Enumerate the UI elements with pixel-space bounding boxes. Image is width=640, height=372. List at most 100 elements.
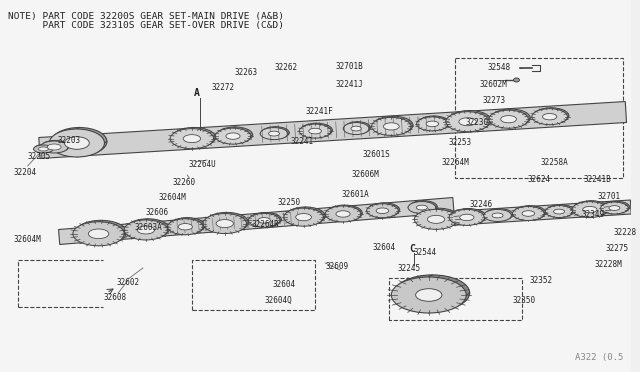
Text: 32701: 32701: [597, 192, 620, 201]
Ellipse shape: [170, 218, 205, 234]
Text: 32250: 32250: [278, 198, 301, 207]
Text: 32241: 32241: [291, 137, 314, 146]
Ellipse shape: [522, 211, 534, 216]
Ellipse shape: [124, 220, 168, 240]
Text: 32203: 32203: [57, 136, 80, 145]
Ellipse shape: [449, 209, 484, 225]
Text: 32609: 32609: [325, 262, 348, 271]
Text: C: C: [409, 244, 415, 254]
Ellipse shape: [451, 208, 486, 224]
Ellipse shape: [532, 109, 568, 125]
Text: A: A: [194, 88, 200, 98]
Ellipse shape: [35, 144, 54, 153]
Text: 32604M: 32604M: [159, 193, 186, 202]
Polygon shape: [426, 200, 631, 227]
Ellipse shape: [286, 207, 325, 225]
Ellipse shape: [513, 206, 544, 221]
Text: 32245: 32245: [397, 264, 420, 273]
Ellipse shape: [258, 218, 271, 223]
Text: 32604: 32604: [272, 280, 295, 289]
Text: 32230: 32230: [465, 118, 488, 127]
Text: 32253: 32253: [449, 138, 472, 147]
Ellipse shape: [52, 128, 107, 155]
Ellipse shape: [47, 144, 61, 150]
Text: 32241J: 32241J: [335, 80, 363, 89]
Text: 32272: 32272: [212, 83, 235, 92]
Ellipse shape: [376, 208, 388, 214]
Ellipse shape: [216, 219, 234, 228]
Text: 32204: 32204: [14, 168, 37, 177]
Text: 32263: 32263: [235, 68, 258, 77]
Text: 32228M: 32228M: [595, 260, 622, 269]
Text: 32604: 32604: [372, 243, 396, 252]
Ellipse shape: [40, 141, 68, 153]
Ellipse shape: [491, 109, 531, 127]
Ellipse shape: [126, 219, 170, 239]
Ellipse shape: [284, 208, 323, 226]
Ellipse shape: [260, 128, 288, 140]
Text: 32262: 32262: [274, 63, 297, 72]
Ellipse shape: [573, 201, 609, 217]
Text: 32264M: 32264M: [442, 158, 469, 167]
Ellipse shape: [49, 129, 104, 157]
Ellipse shape: [170, 129, 214, 149]
Text: 32260: 32260: [173, 178, 196, 187]
Text: 32601S: 32601S: [363, 150, 390, 159]
Ellipse shape: [336, 211, 350, 217]
Text: 32228: 32228: [613, 228, 636, 237]
Text: 32275: 32275: [605, 244, 628, 253]
Ellipse shape: [500, 116, 516, 123]
Ellipse shape: [485, 209, 513, 221]
Ellipse shape: [418, 116, 450, 130]
Text: 32604M: 32604M: [14, 235, 42, 244]
Ellipse shape: [343, 122, 369, 135]
Text: 32544: 32544: [414, 248, 437, 257]
Polygon shape: [58, 198, 454, 244]
Ellipse shape: [395, 275, 470, 311]
Text: 32608: 32608: [104, 293, 127, 302]
Text: 32264R: 32264R: [252, 220, 279, 229]
Ellipse shape: [533, 108, 569, 124]
Text: 32241B: 32241B: [584, 175, 611, 184]
Ellipse shape: [250, 212, 282, 227]
Text: 32602: 32602: [116, 278, 140, 287]
Ellipse shape: [408, 202, 436, 214]
Ellipse shape: [572, 202, 607, 218]
Ellipse shape: [38, 147, 48, 151]
Ellipse shape: [137, 226, 154, 234]
Text: 32701B: 32701B: [335, 62, 363, 71]
Ellipse shape: [42, 140, 69, 153]
Text: 32606M: 32606M: [352, 170, 380, 179]
Ellipse shape: [417, 117, 448, 131]
Ellipse shape: [215, 128, 251, 144]
Ellipse shape: [73, 222, 124, 246]
Text: 32606: 32606: [146, 208, 169, 217]
Text: 32603A: 32603A: [134, 223, 162, 232]
Ellipse shape: [308, 128, 321, 134]
Ellipse shape: [609, 206, 620, 211]
Text: 32246: 32246: [469, 200, 492, 209]
Ellipse shape: [460, 214, 474, 221]
Ellipse shape: [65, 137, 90, 149]
Ellipse shape: [367, 204, 398, 218]
Ellipse shape: [489, 110, 528, 128]
Polygon shape: [39, 102, 627, 158]
Ellipse shape: [372, 118, 411, 135]
Ellipse shape: [492, 213, 503, 218]
Ellipse shape: [33, 145, 53, 153]
Text: A322 (0.5: A322 (0.5: [575, 353, 623, 362]
Ellipse shape: [391, 277, 466, 313]
Ellipse shape: [459, 118, 476, 126]
Ellipse shape: [545, 206, 573, 218]
Ellipse shape: [417, 208, 460, 228]
Ellipse shape: [262, 127, 289, 139]
Text: 32548: 32548: [488, 63, 511, 72]
Ellipse shape: [205, 212, 248, 232]
Bar: [456, 58, 623, 178]
Text: 32241F: 32241F: [305, 107, 333, 116]
Ellipse shape: [300, 124, 331, 138]
Text: PART CODE 32310S GEAR SET-OVER DRIVE (C&D): PART CODE 32310S GEAR SET-OVER DRIVE (C&…: [8, 21, 284, 30]
Ellipse shape: [600, 202, 628, 214]
Ellipse shape: [248, 214, 280, 227]
Ellipse shape: [178, 224, 193, 230]
